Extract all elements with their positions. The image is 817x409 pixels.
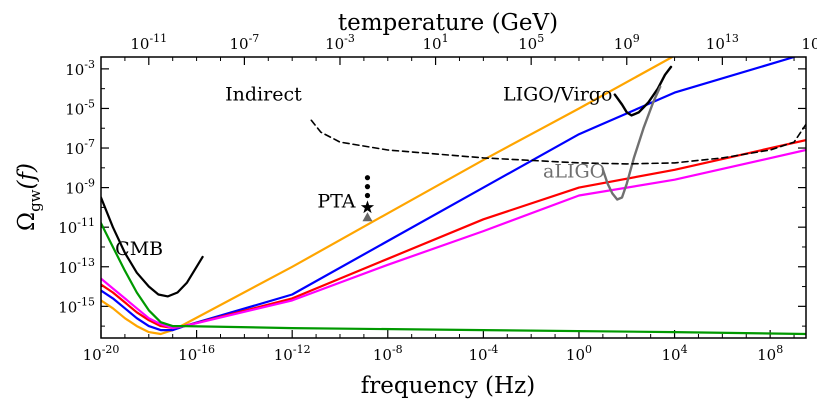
y-tick-label-1: 10-13 <box>58 256 95 277</box>
svg-text:Ωgw(f): Ωgw(f) <box>14 163 44 231</box>
bottom-tick-label-4: 10-4 <box>468 343 498 364</box>
series-line-aligo <box>601 85 662 201</box>
pta-markers <box>360 175 375 222</box>
series-line-green <box>101 222 806 336</box>
y-tick-label-2: 10-11 <box>58 216 95 237</box>
bottom-tick-label-1: 10-16 <box>178 343 215 364</box>
y-tick-label-6: 10-3 <box>65 58 95 79</box>
y-tick-label-3: 10-9 <box>65 177 95 198</box>
series-line-red <box>101 139 806 330</box>
pta-dot-1 <box>364 184 371 190</box>
axes-layer: 10-20 10-16 10-12 10-8 10-4 100 104 108 10-11 10-… <box>58 32 817 364</box>
top-tick-label-5: 109 <box>614 32 640 53</box>
pta-dot-2 <box>364 192 371 199</box>
series-line-cmb <box>101 196 204 298</box>
series-line-ligo-virgo <box>613 65 673 117</box>
y-tick-label-5: 10-5 <box>65 97 95 118</box>
top-tick-label-6: 1013 <box>706 32 739 53</box>
top-tick-label-0: 10-11 <box>130 32 167 53</box>
top-tick-label-1: 10-7 <box>229 32 259 53</box>
top-tick-label-4: 105 <box>518 32 544 53</box>
y-axis-label-main: Ω <box>14 212 40 231</box>
y-tick-label-4: 10-7 <box>65 137 95 158</box>
bottom-tick-label-0: 10-20 <box>83 343 120 364</box>
annotation-aligo: aLIGO <box>543 161 605 183</box>
bottom-tick-label-3: 10-8 <box>373 343 403 364</box>
annotation-pta: PTA <box>317 190 355 212</box>
series-layer <box>101 57 806 336</box>
y-tick-label-0: 10-15 <box>58 295 95 316</box>
series-line-indirect <box>310 119 806 165</box>
x-axis-label: frequency (Hz) <box>361 373 535 399</box>
annotation-layer: CMB PTA Indirect LIGO/Virgo aLIGO <box>115 84 612 260</box>
pta-star <box>360 200 375 214</box>
top-axis-label: temperature (GeV) <box>338 10 558 36</box>
annotation-indirect: Indirect <box>225 84 302 106</box>
bottom-tick-label-7: 108 <box>757 343 783 364</box>
top-tick-label-3: 101 <box>423 32 449 53</box>
y-axis-label: Ωgw(f) <box>14 163 44 231</box>
y-axis-label-arg: (f) <box>14 163 40 189</box>
plot-frame <box>100 56 807 339</box>
bottom-tick-label-2: 10-12 <box>274 343 311 364</box>
bottom-tick-label-5: 100 <box>566 343 592 364</box>
y-axis-label-sub: gw <box>26 189 44 212</box>
annotation-ligo: LIGO/Virgo <box>503 84 612 106</box>
pta-triangle <box>362 212 373 222</box>
annotation-cmb: CMB <box>115 238 163 260</box>
pta-dot-0 <box>364 175 371 181</box>
top-tick-label-2: 10-3 <box>325 32 355 53</box>
bottom-tick-label-6: 104 <box>662 343 688 364</box>
series-line-blue <box>101 57 796 332</box>
top-tick-label-7: 1017 <box>801 32 817 53</box>
